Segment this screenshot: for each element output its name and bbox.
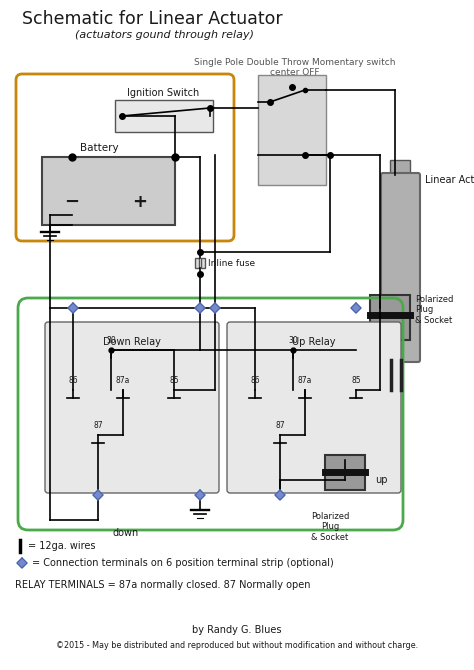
Text: Schematic for Linear Actuator: Schematic for Linear Actuator: [22, 10, 283, 28]
Polygon shape: [195, 303, 205, 313]
Text: = Connection terminals on 6 position terminal strip (optional): = Connection terminals on 6 position ter…: [32, 558, 334, 568]
Text: 87a: 87a: [116, 376, 130, 385]
Text: −: −: [64, 193, 80, 211]
Text: 30: 30: [288, 336, 298, 345]
Text: Up Relay: Up Relay: [292, 337, 336, 347]
Text: (actuators gound through relay): (actuators gound through relay): [75, 30, 254, 40]
Text: Battery: Battery: [80, 143, 118, 153]
Text: up: up: [375, 475, 388, 485]
Polygon shape: [93, 490, 103, 500]
Text: Ignition Switch: Ignition Switch: [127, 88, 199, 98]
Text: Linear Actuator: Linear Actuator: [425, 175, 474, 185]
Text: Inline fuse: Inline fuse: [208, 259, 255, 267]
Bar: [115, 100, 213, 132]
Text: RELAY TERMINALS = 87a normally closed. 87 Normally open: RELAY TERMINALS = 87a normally closed. 8…: [15, 580, 310, 590]
Text: +: +: [133, 193, 147, 211]
Text: Single Pole Double Throw Momentary switch
center OFF: Single Pole Double Throw Momentary switc…: [194, 58, 396, 78]
FancyBboxPatch shape: [45, 322, 219, 493]
Polygon shape: [68, 303, 78, 313]
Bar: [390, 160, 410, 175]
Text: 86: 86: [250, 376, 260, 385]
Text: Polarized
Plug
& Socket: Polarized Plug & Socket: [311, 512, 349, 542]
Polygon shape: [275, 490, 285, 500]
Bar: [201, 258, 205, 268]
Bar: [370, 295, 410, 340]
Bar: [325, 455, 365, 490]
Text: 85: 85: [169, 376, 179, 385]
Text: 87: 87: [93, 421, 103, 430]
Polygon shape: [17, 558, 27, 568]
Text: Polarized
Plug
& Socket: Polarized Plug & Socket: [415, 295, 453, 325]
Bar: [258, 75, 326, 185]
Text: = 12ga. wires: = 12ga. wires: [28, 541, 95, 551]
Text: ©2015 - May be distributed and reproduced but without modification and without c: ©2015 - May be distributed and reproduce…: [56, 641, 418, 650]
FancyBboxPatch shape: [381, 173, 420, 362]
Polygon shape: [195, 490, 205, 500]
Text: 85: 85: [351, 376, 361, 385]
Text: 87: 87: [275, 421, 285, 430]
Polygon shape: [351, 303, 361, 313]
Text: by Randy G. Blues: by Randy G. Blues: [192, 625, 282, 635]
FancyBboxPatch shape: [227, 322, 401, 493]
Text: Down Relay: Down Relay: [103, 337, 161, 347]
Polygon shape: [210, 303, 220, 313]
Text: 87a: 87a: [298, 376, 312, 385]
Text: 30: 30: [106, 336, 116, 345]
Bar: [195, 258, 199, 268]
Text: 86: 86: [68, 376, 78, 385]
Text: down: down: [113, 528, 139, 538]
Bar: [42, 157, 175, 225]
